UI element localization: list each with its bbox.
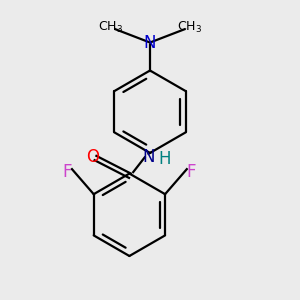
Text: CH$_3$: CH$_3$ [177,20,202,35]
Text: H: H [159,150,171,168]
Text: N: N [144,34,156,52]
Text: F: F [187,163,196,181]
Text: O: O [86,148,99,166]
Text: CH$_3$: CH$_3$ [98,20,123,35]
Text: F: F [63,163,72,181]
Text: N: N [142,148,155,166]
